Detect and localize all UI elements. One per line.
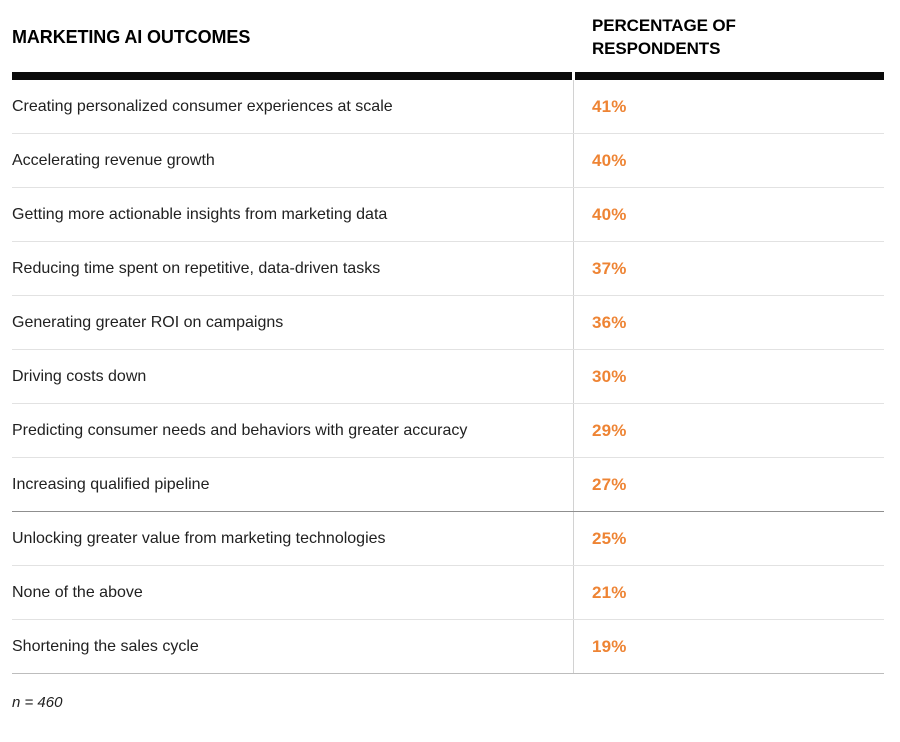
row-value: 29%	[592, 420, 627, 440]
row-value: 21%	[592, 582, 627, 602]
row-value: 40%	[592, 204, 627, 224]
table-row: Getting more actionable insights from ma…	[12, 188, 884, 242]
row-label: Increasing qualified pipeline	[12, 458, 574, 511]
row-label: Predicting consumer needs and behaviors …	[12, 404, 574, 457]
row-label: Driving costs down	[12, 350, 574, 403]
exhibit-table: MARKETING AI OUTCOMES PERCENTAGE OF RESP…	[12, 0, 884, 711]
table-row: Creating personalized consumer experienc…	[12, 80, 884, 134]
row-label: Creating personalized consumer experienc…	[12, 80, 574, 133]
table-row: Reducing time spent on repetitive, data-…	[12, 242, 884, 296]
row-label: Generating greater ROI on campaigns	[12, 296, 574, 349]
table-row: Predicting consumer needs and behaviors …	[12, 404, 884, 458]
row-label: Accelerating revenue growth	[12, 134, 574, 187]
row-value: 30%	[592, 366, 627, 386]
row-value: 36%	[592, 312, 627, 332]
table-row: Driving costs down 30%	[12, 350, 884, 404]
row-label: Unlocking greater value from marketing t…	[12, 512, 574, 565]
header-rule-left-segment	[12, 72, 572, 80]
page-title: MARKETING AI OUTCOMES	[12, 26, 251, 47]
header-cell-percentage: PERCENTAGE OF RESPONDENTS	[574, 14, 884, 60]
table-row: Shortening the sales cycle 19%	[12, 620, 884, 674]
row-label: Shortening the sales cycle	[12, 620, 574, 673]
table-row: None of the above 21%	[12, 566, 884, 620]
table-header: MARKETING AI OUTCOMES PERCENTAGE OF RESP…	[12, 0, 884, 60]
row-value: 41%	[592, 96, 627, 116]
row-label: Reducing time spent on repetitive, data-…	[12, 242, 574, 295]
row-label: Getting more actionable insights from ma…	[12, 188, 574, 241]
table-body: Creating personalized consumer experienc…	[12, 80, 884, 674]
row-value: 27%	[592, 474, 627, 494]
column-header-percentage: PERCENTAGE OF RESPONDENTS	[592, 16, 736, 58]
row-value: 25%	[592, 528, 627, 548]
row-label: None of the above	[12, 566, 574, 619]
row-value: 37%	[592, 258, 627, 278]
sample-size-footnote: n = 460	[12, 694, 63, 711]
table-row: Accelerating revenue growth 40%	[12, 134, 884, 188]
table-row: Unlocking greater value from marketing t…	[12, 512, 884, 566]
header-rule-right-segment	[575, 72, 884, 80]
header-cell-outcomes: MARKETING AI OUTCOMES	[12, 27, 574, 48]
row-value: 40%	[592, 150, 627, 170]
table-row: Generating greater ROI on campaigns 36%	[12, 296, 884, 350]
header-rule	[12, 72, 884, 80]
table-row: Increasing qualified pipeline 27%	[12, 458, 884, 512]
row-value: 19%	[592, 636, 627, 656]
